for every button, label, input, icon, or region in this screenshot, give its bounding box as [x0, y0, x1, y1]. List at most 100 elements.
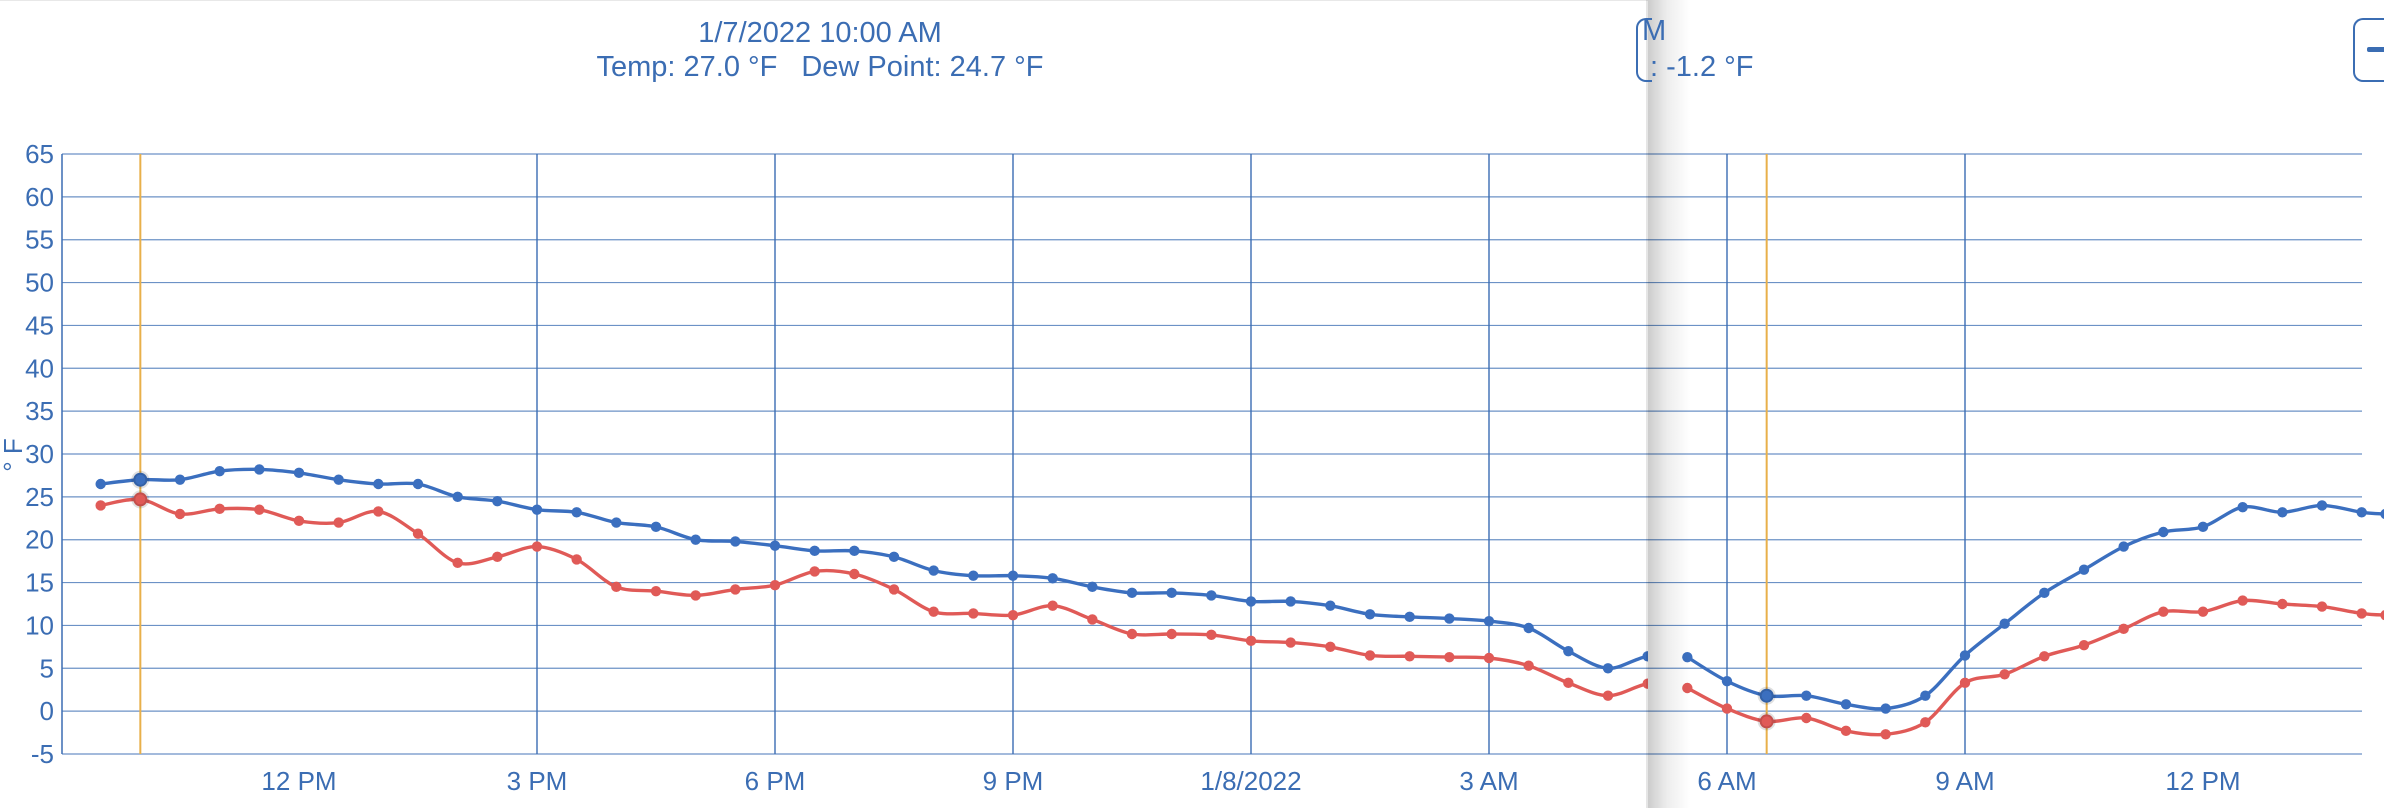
data-point[interactable]	[849, 545, 860, 557]
data-point[interactable]	[730, 584, 741, 595]
data-point[interactable]	[888, 584, 900, 595]
data-point[interactable]	[1285, 596, 1296, 607]
data-point[interactable]	[1563, 677, 1574, 689]
data-point[interactable]	[1721, 703, 1733, 714]
data-point[interactable]	[968, 570, 979, 581]
data-point[interactable]	[452, 491, 463, 503]
data-point[interactable]	[2237, 501, 2248, 513]
data-point[interactable]	[1444, 651, 1455, 663]
data-point[interactable]	[373, 506, 384, 517]
data-point[interactable]	[131, 490, 150, 509]
data-point[interactable]	[809, 545, 820, 557]
data-point[interactable]	[1523, 622, 1534, 634]
data-point[interactable]	[1721, 675, 1733, 687]
data-point[interactable]	[1087, 614, 1098, 625]
data-point[interactable]	[2197, 606, 2209, 617]
data-point[interactable]	[650, 521, 662, 533]
data-point[interactable]	[1602, 690, 1614, 701]
data-point[interactable]	[2039, 651, 2050, 662]
data-point[interactable]	[2316, 500, 2328, 511]
data-point[interactable]	[769, 540, 781, 551]
data-point[interactable]	[849, 568, 860, 580]
data-point[interactable]	[492, 551, 503, 563]
data-point[interactable]	[1047, 600, 1058, 611]
data-point[interactable]	[531, 504, 543, 515]
data-point[interactable]	[2277, 598, 2288, 610]
data-point[interactable]	[1523, 660, 1534, 671]
data-point[interactable]	[2078, 564, 2090, 575]
data-point[interactable]	[690, 590, 701, 601]
data-point[interactable]	[690, 534, 701, 545]
data-point[interactable]	[1999, 669, 2010, 680]
data-point[interactable]	[1880, 703, 1891, 714]
data-point[interactable]	[611, 581, 622, 593]
data-point[interactable]	[1483, 615, 1495, 627]
data-point[interactable]	[2039, 587, 2050, 599]
data-point[interactable]	[492, 495, 503, 507]
data-point[interactable]	[1206, 590, 1217, 601]
data-point[interactable]	[1126, 628, 1138, 640]
data-point[interactable]	[1642, 651, 1652, 662]
data-point[interactable]	[174, 474, 186, 485]
data-point[interactable]	[1444, 613, 1455, 624]
data-point[interactable]	[1757, 686, 1776, 705]
data-point[interactable]	[1880, 729, 1891, 740]
data-point[interactable]	[2158, 526, 2169, 538]
data-point[interactable]	[2356, 507, 2367, 518]
data-point[interactable]	[1404, 651, 1415, 662]
data-point[interactable]	[2380, 509, 2384, 519]
zoom-out-button[interactable]	[2353, 18, 2384, 82]
data-point[interactable]	[809, 566, 820, 577]
data-point[interactable]	[1166, 587, 1177, 599]
data-point[interactable]	[2277, 507, 2288, 518]
data-point[interactable]	[2237, 595, 2248, 606]
data-point[interactable]	[1166, 628, 1177, 640]
data-point[interactable]	[1404, 611, 1415, 623]
data-point[interactable]	[571, 507, 582, 518]
data-point[interactable]	[1007, 570, 1019, 581]
data-point[interactable]	[1364, 650, 1376, 661]
data-point[interactable]	[1245, 596, 1257, 607]
data-point[interactable]	[254, 504, 265, 515]
data-point[interactable]	[1285, 637, 1296, 648]
data-point[interactable]	[2197, 521, 2209, 533]
data-point[interactable]	[1682, 651, 1693, 663]
data-point[interactable]	[1245, 635, 1257, 647]
data-point[interactable]	[1602, 663, 1614, 674]
data-point[interactable]	[95, 478, 106, 490]
data-point[interactable]	[293, 467, 305, 479]
data-point[interactable]	[1206, 629, 1217, 641]
data-point[interactable]	[1801, 690, 1812, 701]
data-point[interactable]	[1007, 609, 1019, 621]
data-point[interactable]	[2316, 601, 2328, 612]
data-point[interactable]	[214, 503, 225, 515]
data-point[interactable]	[928, 606, 939, 617]
data-point[interactable]	[1364, 609, 1376, 620]
data-point[interactable]	[1325, 600, 1336, 611]
data-point[interactable]	[254, 464, 265, 475]
data-point[interactable]	[1920, 717, 1931, 728]
data-point[interactable]	[531, 541, 543, 552]
data-point[interactable]	[174, 508, 186, 520]
data-point[interactable]	[650, 585, 662, 597]
data-point[interactable]	[1682, 682, 1693, 694]
data-point[interactable]	[2380, 610, 2384, 621]
data-point[interactable]	[2158, 606, 2169, 617]
data-point[interactable]	[131, 470, 150, 489]
data-point[interactable]	[333, 474, 344, 485]
data-point[interactable]	[1920, 690, 1931, 701]
data-point[interactable]	[1087, 581, 1098, 593]
data-point[interactable]	[2118, 541, 2129, 552]
data-point[interactable]	[1801, 712, 1812, 724]
data-point[interactable]	[928, 565, 939, 576]
data-point[interactable]	[1840, 699, 1852, 710]
data-point[interactable]	[1126, 587, 1138, 599]
data-point[interactable]	[412, 528, 424, 539]
data-point[interactable]	[2356, 608, 2367, 619]
data-point[interactable]	[2118, 623, 2129, 635]
data-point[interactable]	[1999, 618, 2010, 629]
data-point[interactable]	[769, 579, 781, 591]
data-point[interactable]	[730, 536, 741, 547]
data-point[interactable]	[1642, 678, 1652, 689]
